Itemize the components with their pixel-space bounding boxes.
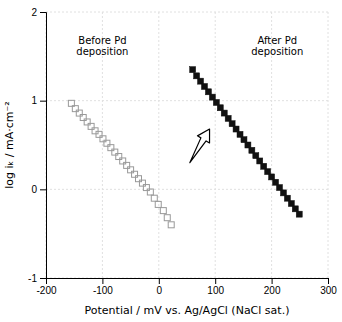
point — [190, 67, 196, 73]
marks — [68, 67, 302, 228]
plot: -200-1000100200300-1012Before Pddepositi… — [28, 7, 337, 296]
x-axis-line — [47, 279, 329, 285]
y-axis-tick: -1 — [28, 273, 46, 284]
point — [88, 123, 94, 129]
point — [151, 195, 157, 201]
point — [112, 149, 118, 155]
point — [72, 106, 78, 112]
x-axis-tick-mark — [272, 278, 273, 284]
point — [80, 115, 86, 121]
point — [296, 211, 302, 217]
x-axis-tick-label: -200 — [36, 285, 56, 296]
x-axis-tick-mark — [328, 278, 329, 284]
point — [108, 145, 114, 151]
point — [168, 222, 174, 228]
x-axis-tick-mark — [159, 278, 160, 284]
y-axis-tick-label: -1 — [28, 273, 37, 284]
x-axis-tick-label: 200 — [264, 285, 281, 296]
x-axis-tick: -100 — [93, 278, 113, 296]
x-axis-tick: 100 — [207, 278, 224, 296]
x-axis-tick-label: -100 — [93, 285, 113, 296]
point — [132, 171, 138, 177]
annotation-line: deposition — [76, 46, 128, 57]
x-axis-tick-label: 0 — [157, 285, 163, 296]
x-axis-tick-label: 300 — [320, 285, 337, 296]
point — [160, 208, 166, 214]
point — [76, 110, 82, 116]
grid-line-x — [215, 12, 216, 278]
grid — [46, 12, 328, 278]
y-axis-tick-label: 0 — [31, 184, 37, 195]
point — [92, 128, 98, 134]
x-axis-tick-label: 100 — [207, 285, 224, 296]
annotation: After Pddeposition — [251, 35, 303, 58]
point — [100, 136, 106, 142]
y-axis-tick-label: 1 — [31, 95, 37, 106]
point — [139, 180, 145, 186]
y-axis-line — [40, 13, 47, 279]
point — [96, 131, 102, 137]
point — [143, 185, 149, 191]
point — [116, 154, 122, 160]
chart: -200-1000100200300-1012Before Pddepositi… — [0, 0, 342, 322]
annotation: Before Pddeposition — [76, 35, 128, 58]
point — [124, 162, 130, 168]
grid-line-y — [46, 12, 328, 13]
series — [68, 100, 174, 227]
point — [147, 189, 153, 195]
point — [128, 167, 134, 173]
annotation-line: After Pd — [257, 35, 297, 46]
y-axis: -1 0 1 2 — [28, 7, 46, 284]
grid-line-y — [46, 100, 328, 101]
y-axis-title: log iₖ / mA·cm⁻² — [3, 101, 16, 188]
grid-line-x — [158, 12, 159, 278]
annotation-line: Before Pd — [78, 35, 126, 46]
x-axis-tick: 300 — [320, 278, 337, 296]
y-axis-tick-mark — [40, 101, 46, 102]
point — [104, 140, 110, 146]
point — [120, 158, 126, 164]
x-axis-title: Potential / mV vs. Ag/AgCl (NaCl sat.) — [85, 304, 290, 317]
series — [190, 67, 303, 218]
y-axis-tick-label: 2 — [31, 7, 37, 18]
x-axis-tick: 200 — [264, 278, 281, 296]
grid-line-x — [328, 12, 329, 278]
x-axis-tick-mark — [215, 278, 216, 284]
x-axis-tick: 0 — [157, 278, 163, 296]
y-axis-tick: 0 — [31, 184, 46, 195]
point — [164, 215, 170, 221]
annotation-line: deposition — [251, 46, 303, 57]
y-axis-tick: 2 — [31, 7, 46, 18]
y-axis-tick: 1 — [31, 95, 46, 106]
x-axis-tick: -200 — [36, 278, 56, 296]
arrow — [190, 129, 210, 163]
y-axis-tick-mark — [40, 189, 46, 190]
point — [84, 119, 90, 125]
x-axis-tick-mark — [102, 278, 103, 284]
point — [155, 201, 161, 207]
x-axis: -200 -100 0 100 200 300 — [36, 278, 337, 296]
y-axis-tick-mark — [40, 278, 46, 279]
y-axis-tick-mark — [40, 12, 46, 13]
point — [135, 176, 141, 182]
